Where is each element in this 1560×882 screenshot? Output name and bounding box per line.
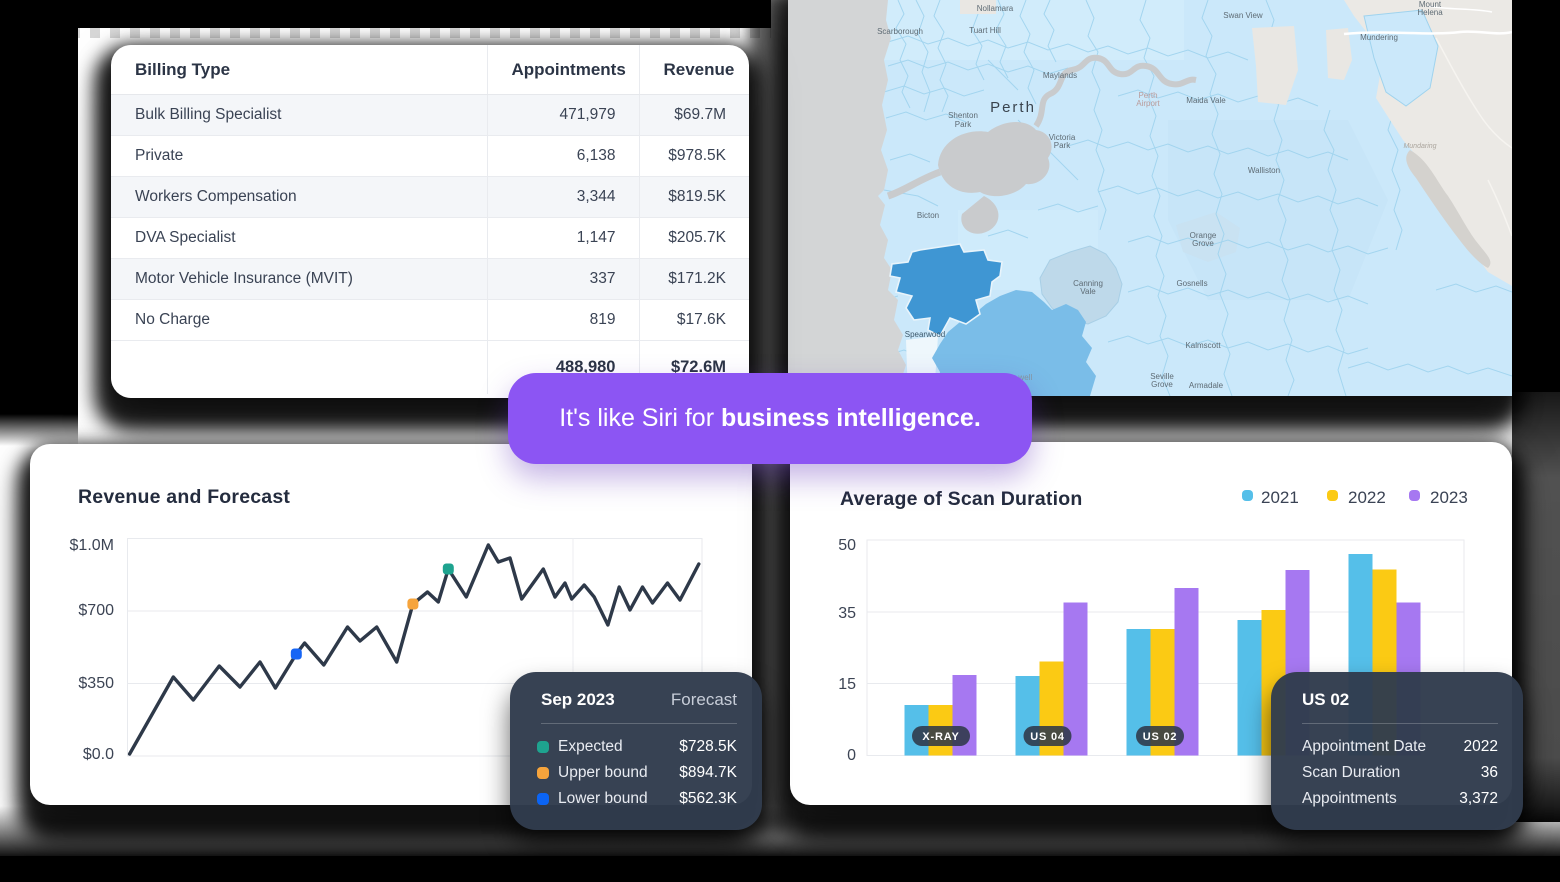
- svg-text:US 02: US 02: [1143, 731, 1178, 743]
- svg-text:$700: $700: [78, 602, 114, 619]
- svg-text:Tuart Hill: Tuart Hill: [969, 26, 1001, 35]
- svg-text:Airport: Airport: [1136, 99, 1160, 108]
- svg-text:Mundering: Mundering: [1360, 33, 1398, 42]
- svg-text:$0.0: $0.0: [83, 746, 114, 763]
- svg-text:0: 0: [847, 747, 856, 764]
- svg-text:35: 35: [838, 605, 856, 622]
- svg-text:$1.0M: $1.0M: [70, 537, 114, 554]
- svg-text:Shenton: Shenton: [948, 111, 978, 120]
- svg-text:15: 15: [838, 676, 856, 693]
- svg-text:Seville: Seville: [1150, 372, 1174, 381]
- svg-text:Bicton: Bicton: [917, 211, 939, 220]
- svg-text:Armadale: Armadale: [1189, 381, 1224, 390]
- svg-text:Canning: Canning: [1073, 279, 1103, 288]
- svg-text:Scarborough: Scarborough: [877, 27, 923, 36]
- svg-text:Maida Vale: Maida Vale: [1186, 96, 1226, 105]
- svg-text:Swan View: Swan View: [1223, 11, 1263, 20]
- svg-text:Mundaring: Mundaring: [1403, 143, 1436, 150]
- svg-text:Maylands: Maylands: [1043, 71, 1077, 80]
- svg-text:Kalmscott: Kalmscott: [1185, 341, 1221, 350]
- svg-text:Grove: Grove: [1151, 380, 1173, 389]
- svg-text:X-RAY: X-RAY: [922, 731, 959, 743]
- svg-text:...well: ...well: [1012, 373, 1033, 382]
- svg-text:Gosnells: Gosnells: [1176, 279, 1207, 288]
- svg-text:Walliston: Walliston: [1248, 166, 1280, 175]
- svg-text:Orange: Orange: [1190, 231, 1217, 240]
- svg-text:Victoria: Victoria: [1049, 133, 1076, 142]
- svg-text:Nollamara: Nollamara: [977, 4, 1014, 13]
- svg-text:Mount: Mount: [1419, 0, 1442, 9]
- svg-text:Spearwood: Spearwood: [905, 330, 945, 339]
- svg-text:50: 50: [838, 537, 856, 554]
- svg-text:Park: Park: [1054, 141, 1071, 150]
- svg-text:Helena: Helena: [1417, 8, 1443, 17]
- svg-text:Perth: Perth: [990, 99, 1036, 116]
- svg-text:Grove: Grove: [1192, 239, 1214, 248]
- svg-text:Park: Park: [955, 120, 972, 129]
- svg-text:$350: $350: [78, 675, 114, 692]
- svg-text:Perth: Perth: [1138, 91, 1157, 100]
- svg-text:Vale: Vale: [1080, 287, 1096, 296]
- svg-text:US 04: US 04: [1030, 731, 1065, 743]
